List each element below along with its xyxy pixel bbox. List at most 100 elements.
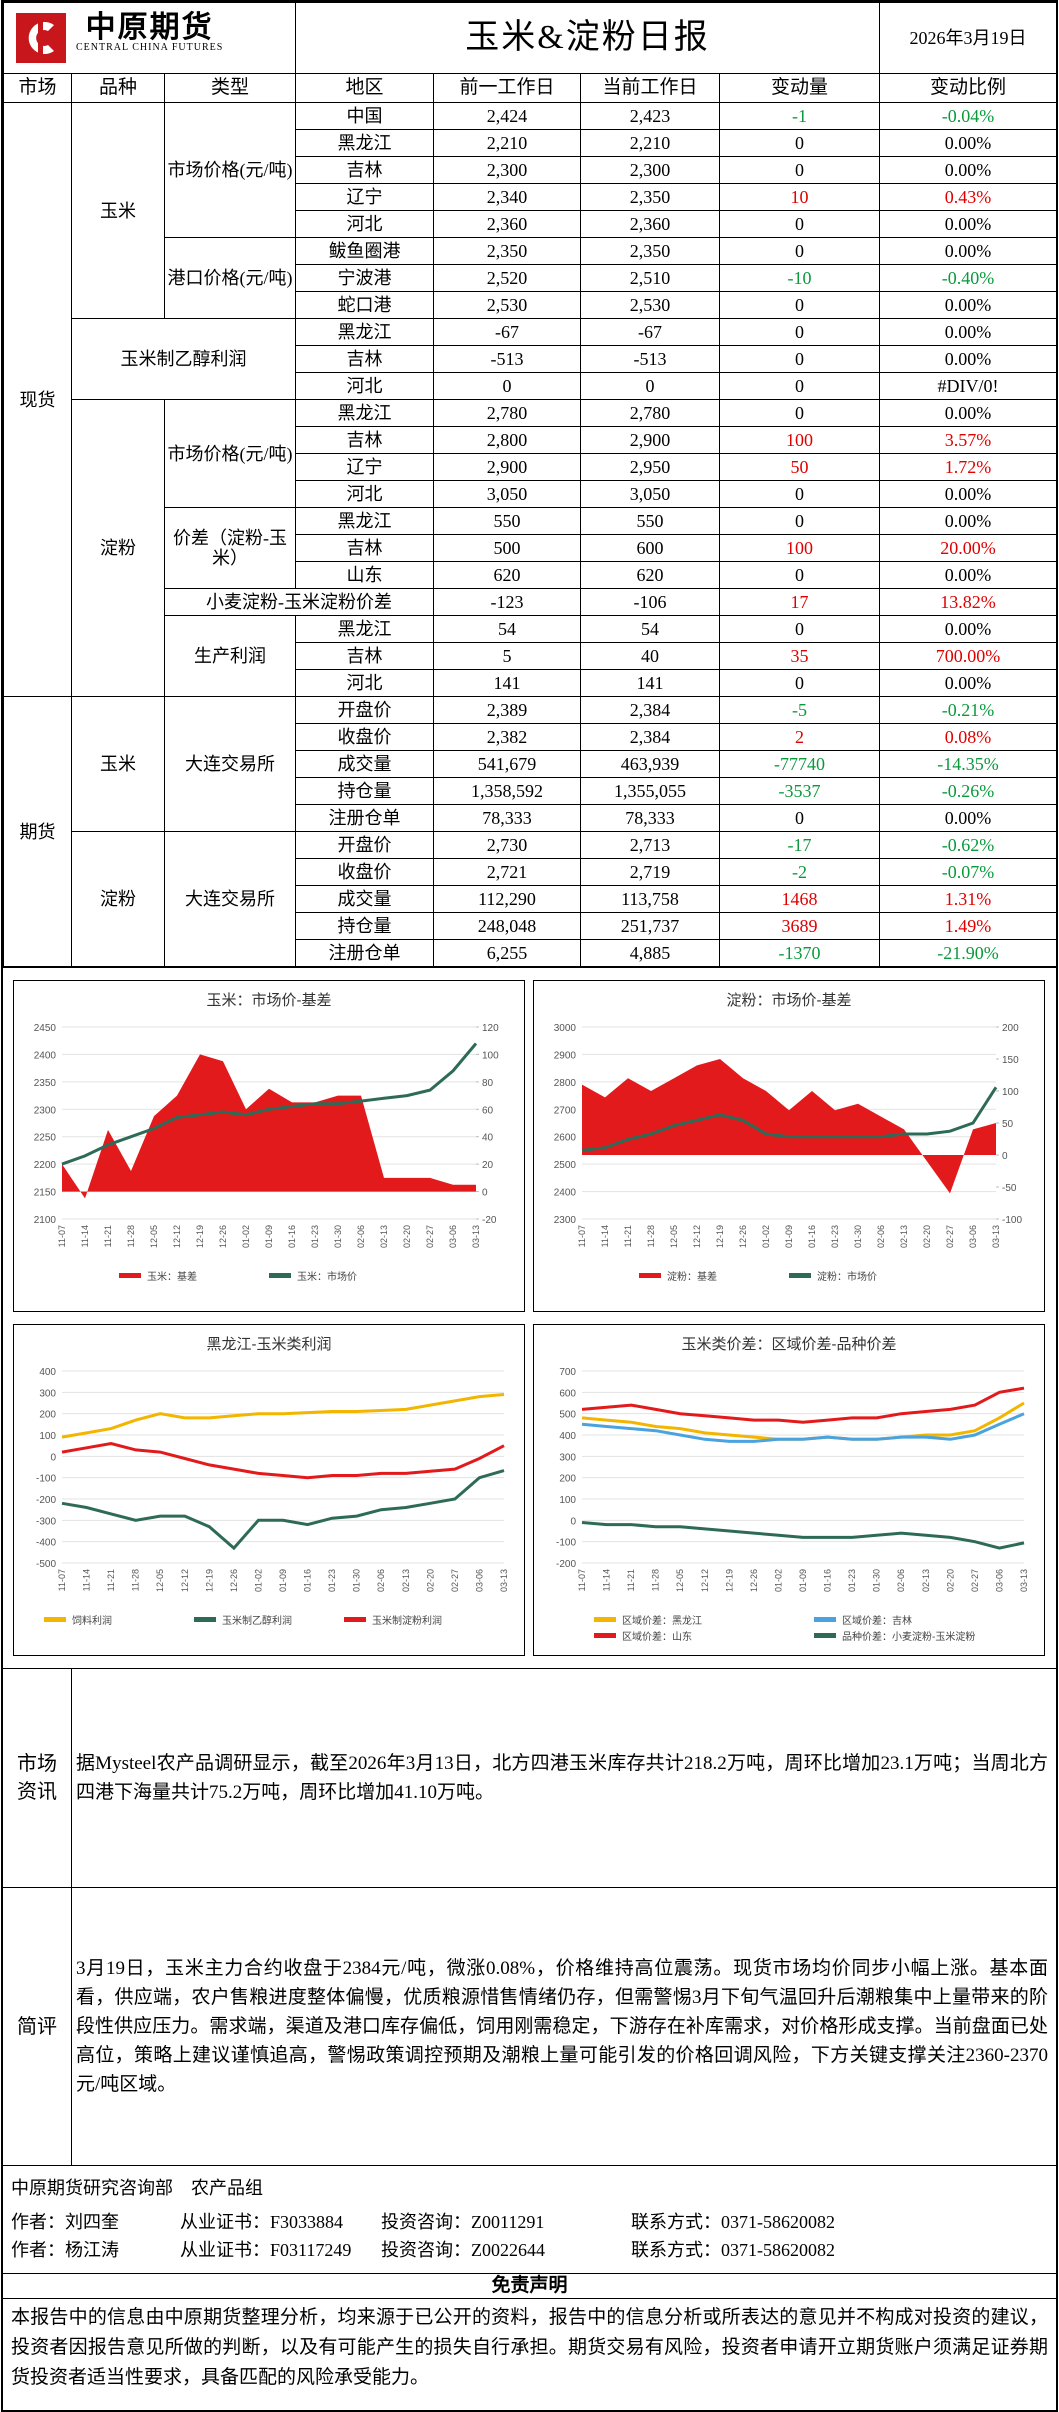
table-row: 持仓量 248,048 251,737 3689 1.49% [4,912,1058,940]
x-tick-label: 02-20 [922,1225,932,1248]
value-cell: 0.00% [879,210,1058,238]
column-header: 品种 [71,73,165,103]
y-tick-label: 400 [39,1367,56,1378]
x-tick-label: 11-28 [131,1569,141,1591]
value-cell: 3,050 [580,480,720,508]
value-cell: 40 [580,642,720,670]
value-cell: 1,355,055 [580,777,720,805]
department: 中原期货研究咨询部 农产品组 [11,2178,263,2198]
y2-tick-label: 80 [482,1078,494,1089]
value-cell: 0.00% [879,318,1058,346]
x-tick-label: 12-26 [749,1569,759,1592]
x-tick-label: 11-14 [600,1225,610,1247]
region-cell: 成交量 [295,750,434,778]
value-cell: -0.21% [879,696,1058,724]
value-cell: 2,530 [433,291,581,319]
value-cell: 0 [718,237,881,265]
value-cell: 10 [718,183,881,211]
value-cell: 550 [580,507,720,535]
region-cell: 宁波港 [295,264,434,292]
region-cell: 吉林 [295,426,434,454]
column-header: 变动比例 [879,73,1058,103]
section-label: 简评 [17,2015,57,2038]
value-cell: -67 [580,318,720,346]
type-cell: 生产利润 [164,615,296,697]
value-cell: -0.26% [879,777,1058,805]
x-tick-label: 02-27 [450,1569,460,1592]
x-tick-label: 01-16 [807,1225,817,1248]
legend-label: 玉米制乙醇利润 [222,1614,292,1627]
table-row: 宁波港 2,520 2,510 -10 -0.40% [4,264,1058,292]
x-tick-label: 01-02 [241,1225,251,1248]
legend-swatch [269,1273,291,1278]
chart-title: 淀粉：市场价-基差 [727,992,852,1009]
region-cell: 注册仓单 [295,804,434,832]
value-cell: -0.04% [879,102,1058,130]
x-tick-label: 02-27 [945,1225,955,1248]
y2-tick-label: 100 [482,1050,499,1061]
x-tick-label: 02-06 [876,1225,886,1248]
y2-tick-label: 20 [482,1160,494,1171]
legend-label: 区域价差：山东 [622,1630,692,1643]
region-cell: 河北 [295,669,434,697]
legend-label: 淀粉：基差 [667,1270,717,1283]
value-cell: 0.00% [879,561,1058,589]
value-cell: 35 [718,642,881,670]
table-row: 收盘价 2,721 2,719 -2 -0.07% [4,858,1058,886]
value-cell: -1 [718,102,881,130]
value-cell: -17 [718,831,881,859]
legend-label: 饲料利润 [72,1614,112,1627]
market-info-text: 据Mysteel农产品调研显示，截至2026年3月13日，北方四港玉米库存共计2… [76,1753,1048,1803]
value-cell: 2,800 [433,426,581,454]
x-tick-label: 11-14 [80,1225,90,1247]
section-label: 市场资讯 [17,1753,57,1803]
value-cell: 113,758 [580,885,720,913]
x-tick-label: 02-13 [921,1569,931,1592]
value-cell: 0 [718,561,881,589]
type-cell: 市场价格(元/吨) [164,102,296,238]
x-tick-label: 02-13 [899,1225,909,1248]
legend-swatch [814,1617,836,1622]
line [61,1469,505,1551]
value-cell: -1370 [718,939,881,967]
value-cell: 251,737 [580,912,720,940]
region-cell: 河北 [295,480,434,508]
y2-tick-label: 0 [1002,1151,1008,1162]
x-tick-label: 12-12 [172,1225,182,1248]
value-cell: 54 [433,615,581,643]
logo-english: CENTRAL CHINA FUTURES [76,42,224,53]
value-cell: 2,721 [433,858,581,886]
author-info: 联系方式：0371-58620082 [631,2212,835,2232]
value-cell: 6,255 [433,939,581,967]
value-cell: 0 [718,507,881,535]
area [582,1059,996,1194]
y2-tick-label: 40 [482,1133,494,1144]
x-tick-label: 01-02 [773,1569,783,1592]
x-tick-label: 11-21 [103,1225,113,1247]
value-cell: 4,885 [580,939,720,967]
x-tick-label: 12-19 [724,1569,734,1592]
region-cell: 黑龙江 [295,318,434,346]
x-tick-label: 01-16 [303,1569,313,1592]
value-cell: 0.00% [879,615,1058,643]
value-cell: -67 [433,318,581,346]
value-cell: 100 [718,426,881,454]
table-row: 生产利润 黑龙江 54 54 0 0.00% [4,615,1058,697]
value-cell: 2,780 [433,399,581,427]
x-tick-label: 12-26 [738,1225,748,1248]
value-cell: 2,210 [580,129,720,157]
legend-swatch [119,1273,141,1278]
x-tick-label: 02-13 [401,1569,411,1592]
value-cell: 1468 [718,885,881,913]
legend-swatch [594,1617,616,1622]
region-cell: 河北 [295,372,434,400]
commentary-text: 3月19日，玉米主力合约收盘于2384元/吨，微涨0.08%，价格维持高位震荡。… [76,1958,1048,2095]
line [581,1412,1025,1443]
y-tick-label: -500 [36,1559,56,1570]
value-cell: 2,780 [580,399,720,427]
value-cell: 5 [433,642,581,670]
region-cell: 收盘价 [295,723,434,751]
line [61,1393,505,1439]
y-tick-label: 0 [570,1516,576,1527]
value-cell: 2,350 [580,183,720,211]
